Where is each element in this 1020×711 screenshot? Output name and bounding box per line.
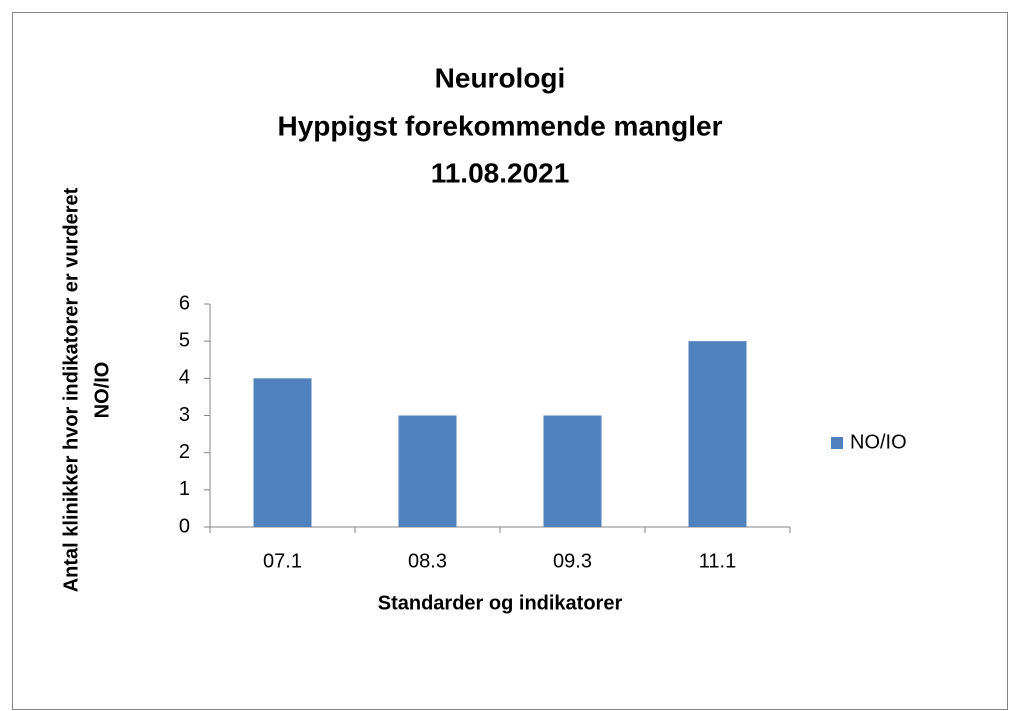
y-tick-label: 6	[179, 292, 190, 314]
bar	[253, 378, 312, 527]
y-tick-label: 0	[179, 515, 190, 537]
x-tick-label: 11.1	[699, 550, 736, 572]
x-axis-title: Standarder og indikatorer	[378, 592, 623, 614]
legend-label: NO/IO	[850, 431, 907, 453]
x-tick-label: 09.3	[553, 550, 592, 572]
y-tick-label: 3	[179, 404, 190, 426]
x-tick-label: 08.3	[408, 550, 447, 572]
x-tick-label: 07.1	[263, 550, 302, 572]
y-tick-label: 5	[179, 329, 190, 351]
y-axis-title: NO/IO	[91, 362, 113, 419]
y-axis-title: Antal klinikker hvor indikatorer er vurd…	[60, 187, 82, 592]
bar	[688, 341, 747, 527]
chart-title: Neurologi	[435, 62, 566, 93]
bar	[398, 415, 457, 527]
y-tick-label: 4	[179, 367, 190, 389]
chart-frame	[12, 12, 1008, 710]
chart-title: Hyppigst forekommende mangler	[278, 110, 723, 141]
legend-swatch	[831, 437, 843, 449]
chart-title: 11.08.2021	[431, 157, 570, 188]
y-tick-label: 2	[179, 441, 190, 463]
bar	[543, 415, 602, 527]
y-tick-label: 1	[179, 478, 190, 500]
